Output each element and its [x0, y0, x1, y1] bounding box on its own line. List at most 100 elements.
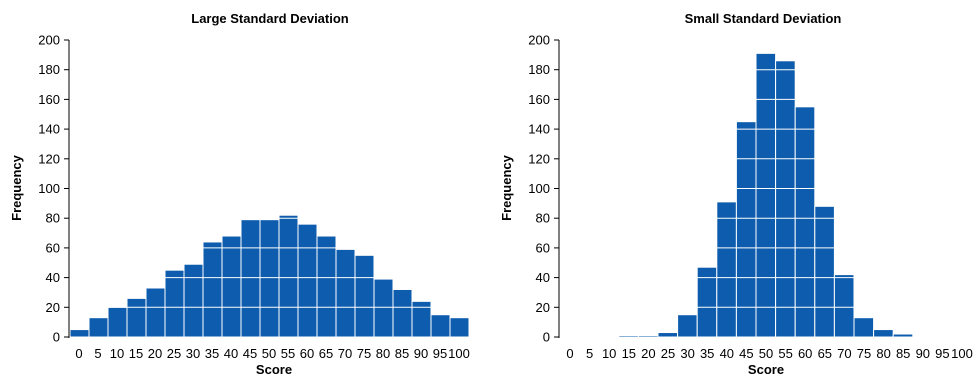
bar: [183, 263, 204, 338]
y-tick-label: 20: [46, 300, 60, 315]
y-tick-label: 20: [536, 300, 550, 315]
bar: [657, 332, 679, 338]
y-tick-label: 0: [53, 330, 60, 345]
x-tick-label: 60: [300, 346, 314, 361]
chart-title: Small Standard Deviation: [685, 11, 842, 26]
bar: [202, 241, 223, 338]
y-tick-label: 40: [46, 270, 60, 285]
bar: [411, 300, 432, 338]
x-tick-label: 85: [896, 346, 910, 361]
x-tick-label: 40: [224, 346, 238, 361]
x-tick-label: 80: [376, 346, 390, 361]
bar: [735, 121, 757, 338]
y-tick-label: 100: [528, 181, 550, 196]
x-tick-label: 5: [586, 346, 593, 361]
x-tick-label: 20: [641, 346, 655, 361]
x-tick-label: 20: [148, 346, 162, 361]
x-tick-label: 95: [433, 346, 447, 361]
bar: [354, 254, 375, 338]
bar: [755, 52, 777, 338]
x-tick-label: 10: [110, 346, 124, 361]
y-tick-label: 0: [543, 330, 550, 345]
y-axis-label: Frequency: [9, 154, 24, 221]
y-tick-label: 60: [46, 240, 60, 255]
y-tick-label: 100: [38, 181, 60, 196]
x-tick-label: 85: [395, 346, 409, 361]
bar: [716, 201, 737, 338]
bar: [259, 219, 280, 338]
y-tick-label: 200: [38, 33, 60, 48]
bar-group: [69, 214, 470, 338]
x-axis-label: Score: [256, 362, 292, 377]
x-tick-label: 65: [818, 346, 832, 361]
bar: [88, 317, 109, 338]
bar: [221, 235, 242, 338]
bar: [449, 317, 470, 338]
bar: [833, 274, 855, 338]
bar: [794, 106, 816, 338]
y-tick-label: 160: [38, 92, 60, 107]
x-tick-label: 70: [837, 346, 851, 361]
x-tick-label: 0: [75, 346, 82, 361]
bar: [775, 60, 796, 338]
y-axis-label: Frequency: [499, 154, 514, 221]
bar: [392, 288, 413, 338]
x-tick-label: 40: [720, 346, 734, 361]
y-tick-label: 40: [536, 270, 550, 285]
axes: [64, 39, 70, 338]
bar: [164, 269, 185, 338]
bar: [873, 329, 894, 338]
x-tick-label: 45: [243, 346, 257, 361]
x-tick-label: 75: [857, 346, 871, 361]
bar: [430, 314, 451, 338]
x-tick-label: 25: [661, 346, 675, 361]
x-tick-labels: 0 5 10 15 20 25 30 35 40 45 50 55 60 65 70 75 80 85 90 95 10…: [75, 346, 469, 361]
bar: [335, 248, 356, 338]
x-tick-label: 75: [357, 346, 371, 361]
x-tick-label: 15: [129, 346, 143, 361]
bar: [297, 223, 318, 338]
bar: [145, 287, 166, 338]
x-tick-label: 95: [935, 346, 949, 361]
chart-title: Large Standard Deviation: [191, 11, 349, 26]
bar: [278, 214, 299, 338]
x-tick-label: 50: [759, 346, 773, 361]
bar: [618, 335, 639, 338]
bar: [637, 335, 659, 338]
y-tick-label: 120: [38, 151, 60, 166]
bar: [814, 205, 835, 338]
bar: [677, 314, 698, 338]
x-tick-label: 25: [167, 346, 181, 361]
histogram-large-sd: Large Standard Deviation Frequency Score…: [9, 11, 470, 377]
bar: [69, 329, 90, 338]
x-tick-label: 35: [205, 346, 219, 361]
x-tick-label: 35: [700, 346, 714, 361]
bar: [892, 333, 914, 338]
x-tick-label: 30: [680, 346, 694, 361]
y-tick-label: 60: [536, 240, 550, 255]
x-tick-label: 5: [94, 346, 101, 361]
y-tick-label: 200: [528, 33, 550, 48]
y-tick-label: 140: [38, 122, 60, 137]
x-tick-label: 45: [739, 346, 753, 361]
bar-grid-lines: [70, 39, 469, 308]
x-tick-label: 55: [281, 346, 295, 361]
x-tick-label: 10: [602, 346, 616, 361]
axes: [554, 39, 560, 338]
x-tick-label: 90: [916, 346, 930, 361]
x-tick-label: 65: [319, 346, 333, 361]
y-tick-label: 140: [528, 122, 550, 137]
bar-grid-lines: [560, 39, 972, 308]
histogram-small-sd: Small Standard Deviation Frequency Score…: [499, 11, 973, 377]
x-tick-label: 100: [448, 346, 470, 361]
x-tick-label: 55: [778, 346, 792, 361]
y-tick-label: 80: [46, 211, 60, 226]
x-tick-label: 80: [876, 346, 890, 361]
x-axis-label: Score: [748, 362, 784, 377]
bar: [373, 278, 394, 338]
bar-group: [618, 52, 914, 338]
x-tick-label: 60: [798, 346, 812, 361]
x-tick-label: 15: [622, 346, 636, 361]
x-tick-label: 0: [566, 346, 573, 361]
